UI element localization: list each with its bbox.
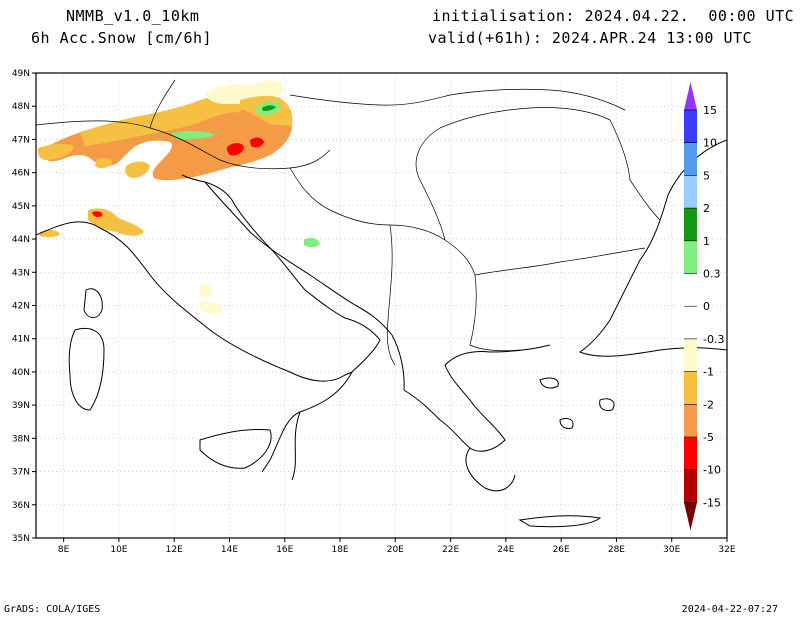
lat-label: 43N	[12, 268, 30, 278]
lon-label: 18E	[331, 545, 348, 555]
colorbar-label: -15	[703, 496, 721, 509]
colorbar-segment	[684, 273, 697, 307]
colorbar: 15 10 5 2 1 0.3 0 -0.3 -1 -2 -5 -10 -15	[684, 82, 724, 531]
coastlines	[36, 139, 727, 528]
colorbar-label: 2	[703, 202, 710, 215]
model-title: NMMB_v1.0_10km	[66, 7, 200, 25]
lon-label: 8E	[58, 545, 70, 555]
lat-label: 39N	[12, 401, 30, 411]
lon-label: 32E	[718, 545, 735, 555]
lon-label: 26E	[553, 545, 570, 555]
lat-label: 47N	[12, 135, 30, 145]
lon-label: 14E	[221, 545, 238, 555]
lat-label: 38N	[12, 434, 30, 444]
colorbar-label: 5	[703, 169, 710, 182]
snow-field-dinaric	[304, 237, 320, 248]
lon-label: 24E	[497, 545, 514, 555]
lat-label: 41N	[12, 335, 30, 345]
lat-label: 35N	[12, 534, 30, 544]
colorbar-segment	[684, 437, 697, 470]
init-time: initialisation: 2024.04.22. 00:00 UTC	[432, 7, 795, 25]
credit-text: GrADS: COLA/IGES	[4, 604, 101, 615]
snow-field-alps	[37, 80, 293, 181]
colorbar-segment	[684, 404, 697, 437]
colorbar-segment	[684, 371, 697, 405]
lat-label: 40N	[12, 368, 30, 378]
lon-label: 12E	[166, 545, 183, 555]
lat-label: 49N	[12, 69, 30, 79]
lon-axis: 8E 10E 12E 14E 16E 18E 20E 22E 24E 26E 28E 30E 32E	[58, 538, 736, 555]
lat-label: 46N	[12, 169, 30, 179]
colorbar-label: 15	[703, 104, 717, 117]
lon-label: 20E	[387, 545, 404, 555]
lat-label: 44N	[12, 235, 30, 245]
colorbar-label: -0.3	[703, 333, 724, 346]
colorbar-label: -5	[703, 431, 714, 444]
snow-field-apennines-north	[40, 208, 144, 238]
lon-label: 30E	[663, 545, 680, 555]
lon-label: 22E	[442, 545, 459, 555]
map-body	[36, 79, 727, 528]
colorbar-top-arrow	[684, 82, 697, 110]
colorbar-bottom-arrow	[684, 502, 697, 531]
lat-axis: 49N 48N 47N 46N 45N 44N 43N 42N 41N 40N 39N 38N 37N 3…	[12, 69, 36, 544]
lat-label: 45N	[12, 202, 30, 212]
colorbar-label: -2	[703, 398, 714, 411]
colorbar-segment	[684, 142, 697, 176]
colorbar-label: 0	[703, 300, 710, 313]
colorbar-segment	[684, 208, 697, 241]
lat-label: 42N	[12, 302, 30, 312]
colorbar-segment	[684, 338, 697, 372]
colorbar-label: -10	[703, 464, 721, 477]
lat-label: 37N	[12, 468, 30, 478]
borders	[36, 79, 661, 366]
lon-label: 10E	[110, 545, 127, 555]
lat-label: 48N	[12, 102, 30, 112]
colorbar-label: 10	[703, 137, 717, 150]
colorbar-segment	[684, 306, 697, 339]
valid-time: valid(+61h): 2024.APR.24 13:00 UTC	[428, 29, 753, 47]
colorbar-segment	[684, 110, 697, 143]
colorbar-segment	[684, 175, 697, 209]
colorbar-label: 0.3	[703, 268, 721, 281]
field-title: 6h Acc.Snow [cm/6h]	[31, 29, 213, 47]
timestamp-text: 2024-04-22-07:27	[681, 604, 778, 615]
map-grid	[36, 73, 727, 538]
lon-label: 16E	[276, 545, 293, 555]
lat-label: 36N	[12, 501, 30, 511]
snow-field-apennines-central	[200, 283, 224, 314]
colorbar-segment	[684, 240, 697, 274]
colorbar-label: 1	[703, 235, 710, 248]
colorbar-segment	[684, 469, 697, 503]
colorbar-label: -1	[703, 366, 714, 379]
lon-label: 28E	[608, 545, 625, 555]
